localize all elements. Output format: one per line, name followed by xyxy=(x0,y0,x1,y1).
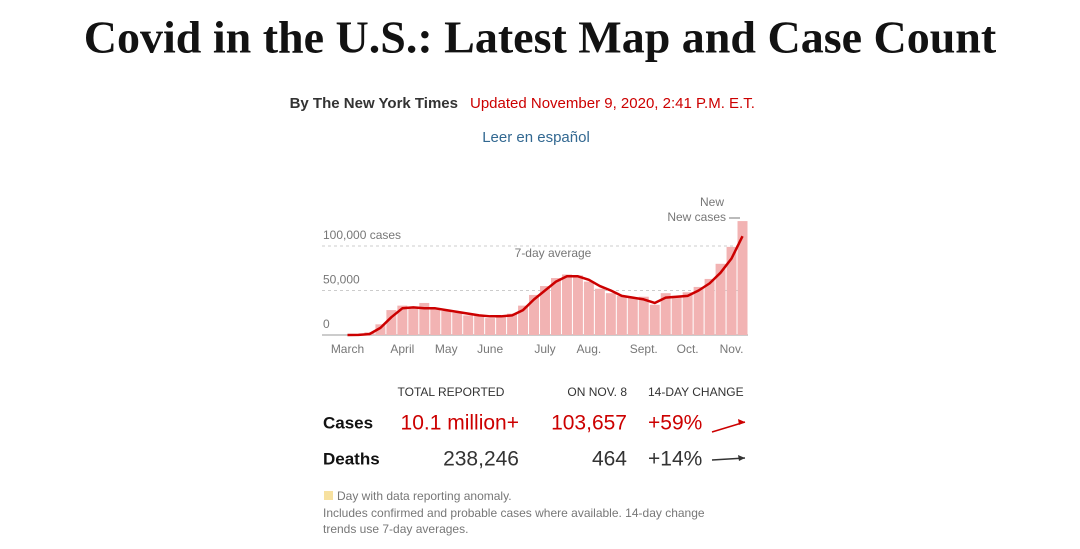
bar xyxy=(408,306,419,335)
row-label: Cases xyxy=(323,413,373,432)
bar xyxy=(507,313,518,335)
table-cell: 103,657 xyxy=(551,412,627,435)
bar xyxy=(529,294,540,335)
anomaly-text: Day with data reporting anomaly. xyxy=(337,489,512,503)
page-title: Covid in the U.S.: Latest Map and Case C… xyxy=(84,12,997,63)
bar xyxy=(627,297,638,335)
bar xyxy=(518,305,529,335)
bar xyxy=(550,278,561,335)
byline: By The New York Times xyxy=(290,95,458,112)
bar xyxy=(638,296,649,335)
bar xyxy=(715,263,726,335)
x-tick-label: March xyxy=(331,342,364,356)
bar xyxy=(386,310,397,335)
anomaly-swatch xyxy=(324,491,333,500)
trend-arrowhead xyxy=(738,455,745,461)
bar xyxy=(397,305,408,335)
table-cell: 10.1 million+ xyxy=(401,412,519,435)
updated: Updated November 9, 2020, 2:41 P.M. E.T. xyxy=(470,95,755,112)
bar xyxy=(540,286,550,335)
y-tick-label: 50,000 xyxy=(323,273,360,287)
trend-arrowhead xyxy=(738,419,745,425)
bar xyxy=(704,278,715,335)
y-tick-label: 0 xyxy=(323,317,330,331)
bar xyxy=(561,274,572,335)
column-header: TOTAL REPORTED xyxy=(398,385,505,399)
bar xyxy=(463,315,474,335)
source-note: Includes confirmed and probable cases wh… xyxy=(323,506,705,536)
line xyxy=(347,235,744,337)
x-tick-label: Sept. xyxy=(630,342,658,356)
bar xyxy=(737,221,748,335)
x-tick-label: July xyxy=(534,342,555,356)
x-tick-label: Nov. xyxy=(720,342,744,356)
x-tick-label: April xyxy=(390,342,414,356)
bar xyxy=(375,324,386,335)
x-tick-label: Oct. xyxy=(677,342,699,356)
bar xyxy=(496,316,507,335)
bar xyxy=(452,312,463,335)
table-cell: 238,246 xyxy=(443,448,519,471)
bar xyxy=(693,286,704,335)
language-link[interactable]: Leer en español xyxy=(482,129,590,146)
series-annotation: New cases xyxy=(667,210,726,224)
bar xyxy=(485,318,496,335)
series-annotation: New xyxy=(700,195,724,209)
x-tick-label: Aug. xyxy=(577,342,602,356)
table-cell: 464 xyxy=(592,448,627,471)
anomaly-note: Day with data reporting anomaly. xyxy=(324,488,512,504)
table-cell: +59% xyxy=(648,412,702,435)
bar xyxy=(594,288,605,335)
x-tick-label: May xyxy=(435,342,458,356)
row-label: Deaths xyxy=(323,449,380,468)
bar xyxy=(616,295,627,335)
table-cell: +14% xyxy=(648,448,702,471)
column-header: ON NOV. 8 xyxy=(567,385,627,399)
bar xyxy=(441,310,452,335)
x-tick-label: June xyxy=(477,342,503,356)
bar xyxy=(474,314,485,335)
bar xyxy=(419,302,430,335)
bar xyxy=(430,309,441,335)
bar xyxy=(605,293,616,335)
bar xyxy=(572,275,583,335)
bar xyxy=(660,293,671,335)
bar xyxy=(583,281,594,335)
series-annotation: 7-day average xyxy=(515,246,592,260)
bar xyxy=(649,304,660,335)
bar xyxy=(671,295,682,335)
column-header: 14-DAY CHANGE xyxy=(648,385,744,399)
bar xyxy=(682,292,693,335)
y-tick-label: 100,000 cases xyxy=(323,228,401,242)
bar xyxy=(726,246,737,335)
